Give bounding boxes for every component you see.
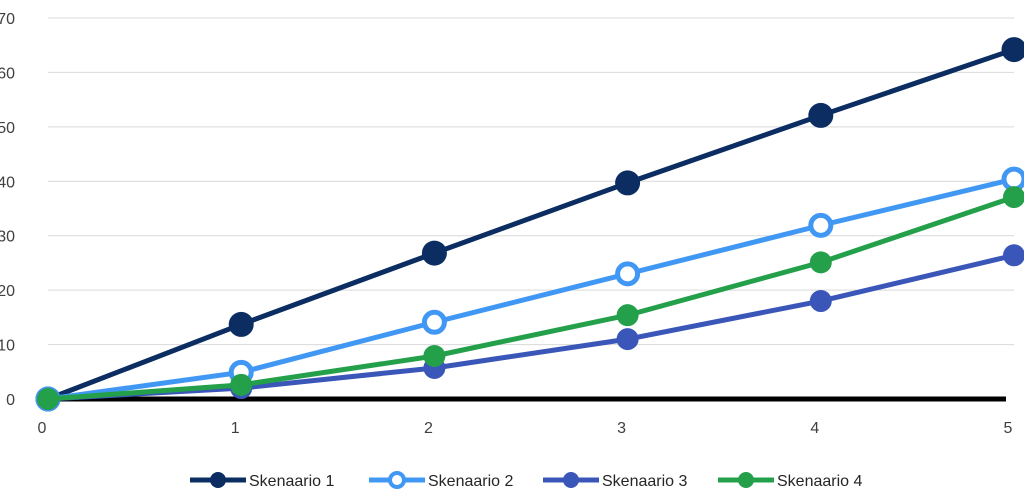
data-point <box>809 290 832 313</box>
y-tick-label: 40 <box>0 174 15 191</box>
series-line <box>47 252 1015 402</box>
y-tick-label: 50 <box>0 120 15 137</box>
series-line <box>47 194 1015 402</box>
legend-label: Skenaario 2 <box>428 473 513 490</box>
data-point <box>808 212 834 238</box>
gridlines <box>48 17 1014 346</box>
data-point <box>421 309 447 335</box>
y-tick-label: 70 <box>0 11 15 28</box>
x-tick-label: 4 <box>810 420 819 437</box>
data-point <box>228 311 254 337</box>
legend-swatch-marker <box>210 472 226 488</box>
data-point <box>37 388 59 410</box>
y-tick-label: 0 <box>6 392 15 409</box>
legend: Skenaario 1 Skenaario 2 Skenaario 3 Skenaar… <box>190 471 862 490</box>
data-point <box>423 345 446 368</box>
y-tick-label: 10 <box>0 338 15 355</box>
series-3 <box>37 244 1024 410</box>
legend-item: Skenaario 2 <box>369 471 513 490</box>
series-layer <box>35 37 1024 412</box>
data-point <box>616 304 639 327</box>
data-point <box>1003 244 1024 267</box>
y-tick-label: 30 <box>0 229 15 246</box>
legend-label: Skenaario 4 <box>777 473 862 490</box>
y-axis-ticks: 0 10 20 30 40 50 60 70 <box>0 11 15 409</box>
legend-swatch-marker <box>388 471 406 489</box>
y-tick-label: 20 <box>0 283 15 300</box>
legend-item: Skenaario 4 <box>718 472 862 490</box>
legend-label: Skenaario 3 <box>602 473 687 490</box>
data-point <box>808 102 834 128</box>
data-point <box>230 373 253 396</box>
legend-label: Skenaario 1 <box>249 473 334 490</box>
legend-swatch-marker <box>563 472 579 488</box>
legend-item: Skenaario 3 <box>543 472 687 490</box>
y-tick-label: 60 <box>0 65 15 82</box>
series-line <box>47 176 1015 402</box>
x-tick-label: 2 <box>424 420 433 437</box>
data-point <box>615 170 641 196</box>
legend-swatch-marker <box>738 472 754 488</box>
data-point <box>1003 186 1024 209</box>
data-point <box>809 251 832 274</box>
data-point <box>615 261 641 287</box>
x-tick-label: 3 <box>617 420 626 437</box>
legend-item: Skenaario 1 <box>190 472 334 490</box>
data-point <box>1001 37 1024 63</box>
x-tick-label: 0 <box>38 420 47 437</box>
series-4 <box>37 186 1024 410</box>
x-tick-label: 1 <box>231 420 240 437</box>
data-point <box>421 240 447 266</box>
x-axis-ticks: 0 1 2 3 4 5 <box>38 420 1013 437</box>
series-line <box>47 47 1015 402</box>
data-point <box>616 328 639 351</box>
x-tick-label: 5 <box>1004 420 1013 437</box>
